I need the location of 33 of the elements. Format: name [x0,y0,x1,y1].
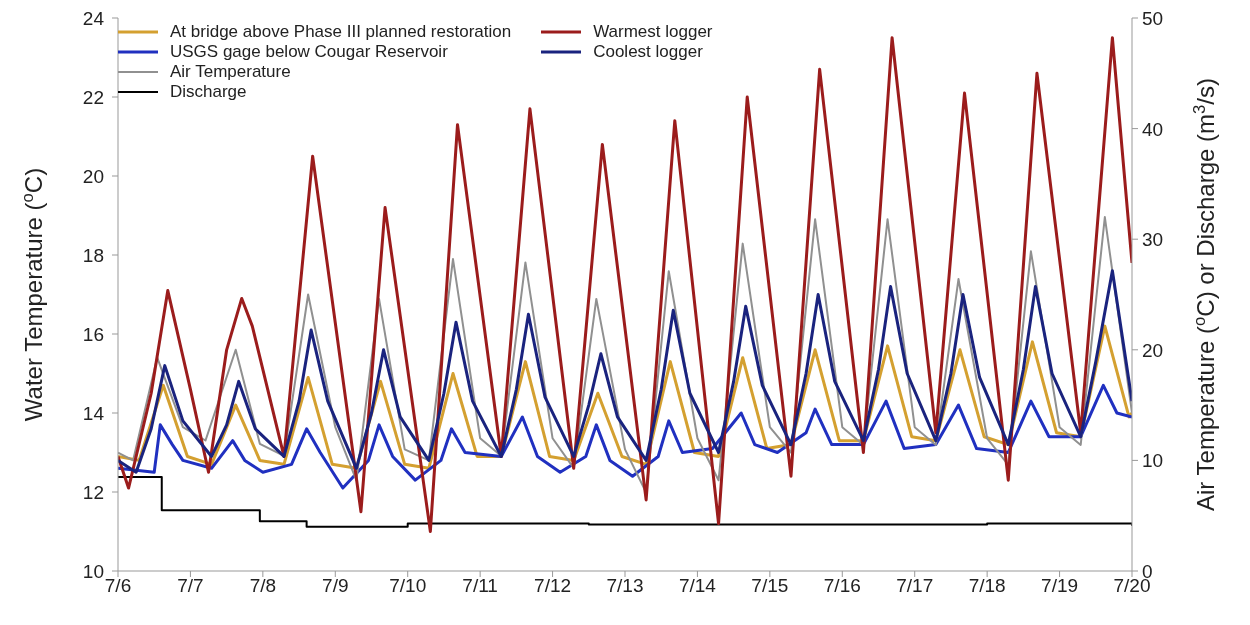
x-tick-label: 7/18 [968,575,1006,597]
y2-tick-label: 40 [1142,118,1164,140]
y2-tick-label: 30 [1142,229,1164,251]
legend-label: Air Temperature [170,62,291,82]
x-tick-label: 7/13 [606,575,644,597]
y-tick-label: 12 [82,482,104,503]
legend-label: USGS gage below Cougar Reservoir [170,42,448,62]
y-tick-label: 22 [82,87,104,108]
x-tick-label: 7/8 [249,575,277,597]
x-tick-label: 7/14 [678,575,717,597]
x-tick-label: 7/15 [751,575,789,597]
x-tick-label: 7/17 [896,575,934,597]
y2-tick-label: 10 [1142,450,1164,472]
y2-tick-label: 50 [1142,8,1164,29]
legend-label: At bridge above Phase III planned restoration [170,22,512,42]
y-tick-label: 10 [82,561,104,582]
x-tick-label: 7/12 [534,575,572,597]
y-tick-label: 18 [82,245,104,266]
x-tick-label: 7/16 [823,575,861,597]
x-tick-label: 7/6 [104,575,132,597]
legend-label: Warmest logger [593,22,713,42]
legend-label: Discharge [170,82,247,102]
legend-label: Coolest logger [593,42,703,62]
x-tick-label: 7/11 [462,575,498,597]
x-tick-label: 7/10 [389,575,427,597]
x-tick-label: 7/9 [322,575,349,597]
x-tick-label: 7/19 [1041,575,1079,597]
y2-tick-label: 20 [1142,339,1164,361]
y-tick-label: 16 [82,324,104,345]
y-tick-label: 24 [82,8,105,29]
y-tick-label: 14 [82,403,105,424]
y-tick-label: 20 [82,166,104,187]
x-tick-label: 7/7 [177,575,204,597]
